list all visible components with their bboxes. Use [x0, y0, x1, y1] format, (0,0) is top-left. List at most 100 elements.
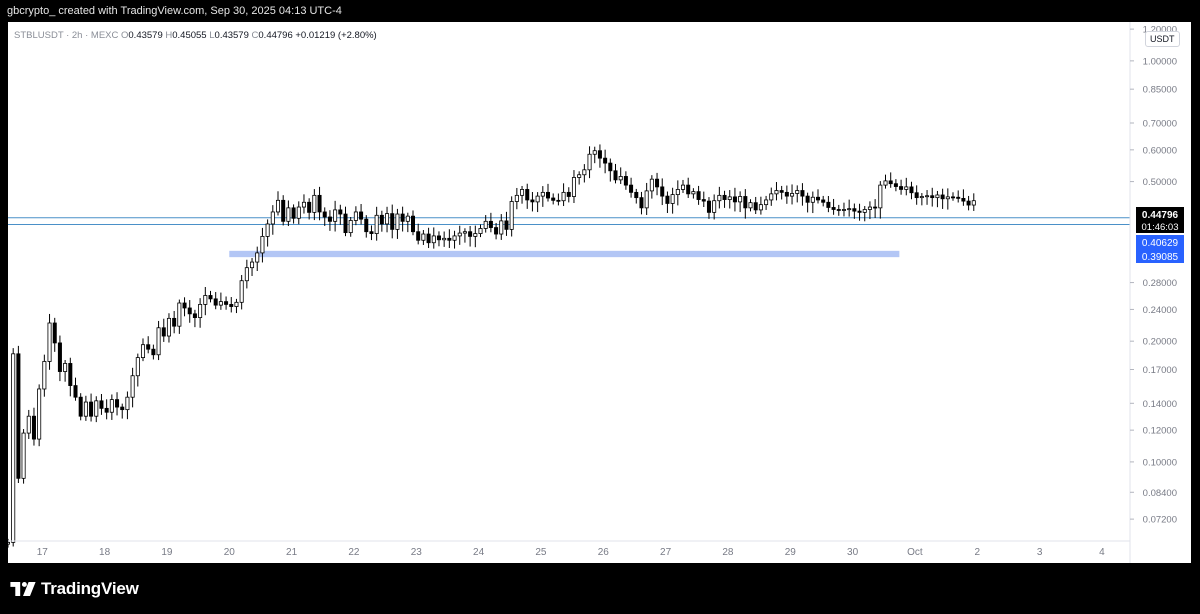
candle-body [89, 401, 94, 417]
candle [452, 230, 457, 249]
candle-body [78, 396, 83, 417]
candle [281, 195, 286, 226]
candle-body [255, 252, 260, 263]
candle [11, 348, 16, 547]
candle [857, 203, 862, 221]
candle-body [935, 194, 940, 199]
candle-body [307, 201, 312, 213]
price-tick-label: 0.70000 [1143, 118, 1177, 129]
candle [390, 204, 395, 239]
candle-body [587, 153, 592, 171]
candle [198, 298, 203, 328]
candle-body [312, 194, 317, 213]
candle [52, 317, 57, 352]
time-tick-label: 29 [785, 547, 797, 558]
candle [494, 222, 499, 240]
candle [270, 205, 275, 235]
candle-body [561, 191, 566, 202]
candle [582, 164, 587, 183]
price-tick-label: 1.00000 [1143, 56, 1177, 67]
price-tick-label: 1.20000 [1143, 25, 1177, 36]
candle [935, 190, 940, 208]
candle [120, 403, 125, 419]
time-tick-label: 30 [847, 547, 859, 558]
candle [893, 179, 898, 192]
candle-body [810, 196, 815, 203]
candle [961, 189, 966, 206]
candle-body [291, 207, 296, 219]
tradingview-logo[interactable]: TradingView [10, 579, 139, 599]
price-tick-label: 0.24000 [1143, 305, 1177, 316]
candle [540, 186, 545, 207]
candle-body [769, 193, 774, 201]
candle [109, 394, 114, 420]
candle [660, 178, 665, 206]
candle-body [63, 363, 68, 372]
candle-body [301, 201, 306, 208]
candle [57, 335, 62, 382]
candle-body [841, 209, 846, 211]
candle [296, 201, 301, 225]
low-value: 0.43579 [214, 30, 249, 41]
candle-body [603, 157, 608, 164]
candle [805, 192, 810, 213]
candle [577, 171, 582, 185]
candle-body [545, 191, 551, 199]
candle [618, 167, 623, 184]
attribution-bar: gbcrypto_ created with TradingView.com, … [0, 0, 1200, 22]
candle-body [592, 150, 597, 155]
candle [182, 297, 187, 317]
candle-body [566, 191, 571, 197]
time-tick-label: 3 [1037, 547, 1043, 558]
candle-body [11, 353, 16, 543]
high-label: H [165, 30, 173, 41]
candle [369, 225, 374, 241]
candle [722, 190, 727, 208]
candle-body [571, 177, 576, 197]
candle-body [16, 353, 21, 479]
candle-body [961, 197, 966, 202]
candle-body [644, 190, 649, 209]
candle-body [717, 194, 722, 202]
candle [286, 200, 291, 227]
candle-body [447, 237, 452, 241]
candle [930, 187, 935, 207]
candle-body [327, 216, 332, 222]
candle-body [649, 178, 654, 192]
time-tick-label: 2 [975, 547, 981, 558]
candle-body [281, 199, 286, 222]
candle-body [893, 183, 898, 187]
candle [208, 290, 213, 303]
candle-body [187, 307, 192, 315]
candle-body [483, 220, 488, 229]
candle-body [951, 196, 956, 199]
candle-body [457, 232, 462, 237]
candle-body [779, 190, 784, 193]
candles-layer [8, 144, 976, 548]
candle [353, 206, 358, 226]
candle [161, 318, 166, 342]
candle [504, 211, 509, 236]
candle [945, 188, 950, 210]
candle-body [701, 199, 706, 202]
candle-body [629, 184, 634, 193]
price-chart[interactable]: 1.20000 1.00000 0.85000 0.70000 0.60000 0.500… [8, 22, 1191, 563]
candle-body [229, 304, 234, 307]
candle [379, 210, 384, 232]
candle-body [265, 223, 270, 237]
candle-body [343, 213, 348, 234]
price-tick-label: 0.07200 [1143, 515, 1177, 526]
candle [436, 231, 441, 247]
currency-selector[interactable]: USDT [1145, 31, 1180, 47]
symbol-legend: STBLUSDT · 2h · MEXC O0.43579 H0.45055 L… [14, 30, 377, 41]
price-tick-label: 0.10000 [1143, 457, 1177, 468]
chart-panel[interactable]: 1.20000 1.00000 0.85000 0.70000 0.60000 0.500… [8, 22, 1191, 563]
candle [815, 189, 821, 204]
level-1-price-tag [1136, 235, 1184, 249]
candle [951, 192, 956, 201]
candle [525, 183, 530, 209]
candle-body [514, 194, 519, 202]
candle-body [135, 357, 140, 377]
candle-body [260, 236, 265, 254]
price-tags: 0.44796 01:46:03 0.40629 0.39085 [1136, 207, 1184, 263]
